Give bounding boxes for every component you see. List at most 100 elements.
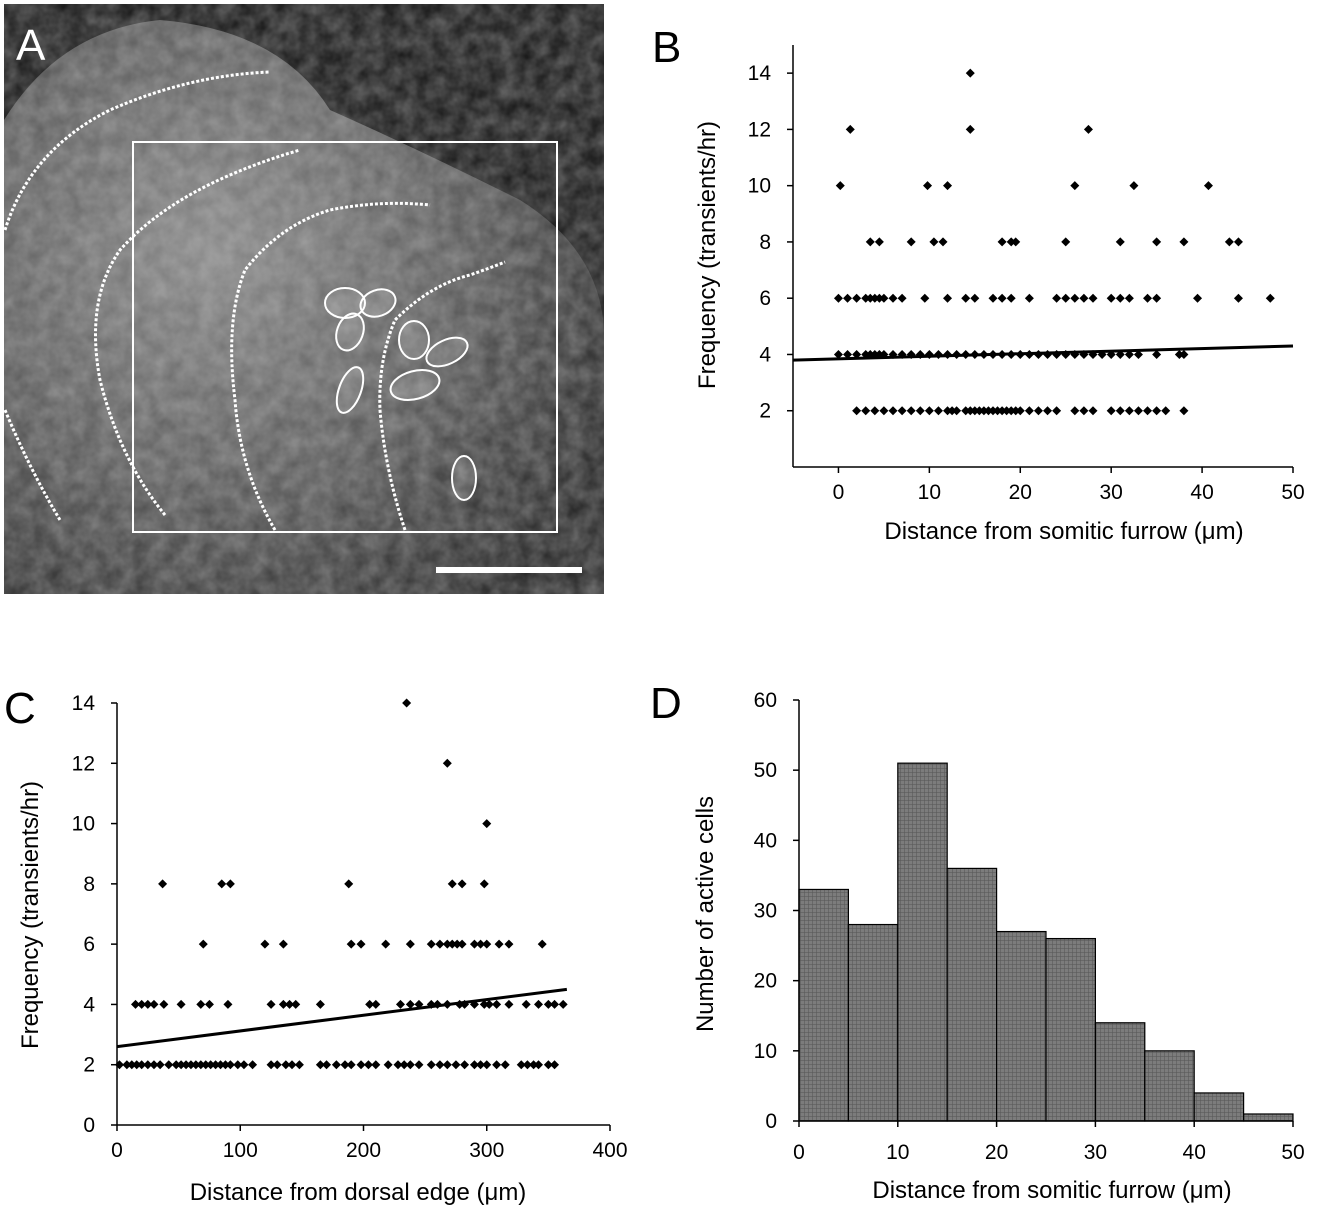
cell-outline (324, 287, 366, 319)
data-point (294, 1060, 304, 1070)
data-point (1179, 406, 1189, 416)
data-point (278, 999, 288, 1009)
data-point (861, 293, 871, 303)
somite-boundary-4 (230, 201, 431, 531)
panel-label-c: C (4, 684, 36, 733)
y-tick-label: 8 (83, 873, 95, 896)
data-point (865, 293, 875, 303)
data-point (442, 939, 452, 949)
panel-label-a: A (16, 21, 46, 70)
data-point (1079, 406, 1089, 416)
cell-outline (425, 336, 469, 368)
data-point (1106, 406, 1116, 416)
data-point (1061, 293, 1071, 303)
data-point (997, 237, 1007, 247)
data-point (469, 1060, 479, 1070)
y-tick-label: 6 (83, 933, 95, 956)
data-point (137, 999, 147, 1009)
y-tick-label: 14 (748, 62, 772, 85)
x-axis-label: Distance from somitic furrow (μm) (884, 518, 1243, 545)
data-point (522, 1060, 532, 1070)
data-point (260, 939, 270, 949)
data-point (127, 1060, 137, 1070)
data-point (1179, 237, 1189, 247)
cell-outline (335, 312, 365, 352)
data-point (1015, 406, 1025, 416)
histogram-bars (798, 762, 1294, 1122)
data-point (537, 939, 547, 949)
data-point (906, 237, 916, 247)
x-tick-label: 30 (1100, 481, 1123, 504)
active-cell-outlines (324, 287, 477, 501)
data-point (114, 1060, 124, 1070)
data-point (201, 1060, 211, 1070)
data-point (965, 406, 975, 416)
data-point (550, 1060, 560, 1070)
cell-outline (389, 369, 441, 401)
data-point (225, 879, 235, 889)
y-tick-label: 30 (754, 900, 777, 923)
x-tick-label: 20 (985, 1141, 1008, 1164)
data-point (1233, 293, 1243, 303)
histogram-bar (1045, 937, 1097, 1122)
x-tick-label: 0 (793, 1141, 805, 1164)
data-point (447, 939, 457, 949)
y-tick-labels: 0 10 20 30 40 50 60 (754, 689, 777, 1133)
data-point (833, 293, 843, 303)
data-point (1070, 181, 1080, 191)
x-tick-label: 40 (1183, 1141, 1206, 1164)
data-point (395, 999, 405, 1009)
cell-outline (398, 320, 430, 360)
data-point (933, 406, 943, 416)
x-tick-labels: 0 10 20 30 40 50 (793, 1141, 1305, 1164)
data-point (356, 1060, 366, 1070)
data-point (1115, 293, 1125, 303)
data-point (426, 939, 436, 949)
y-tick-label: 10 (748, 175, 771, 198)
data-point (993, 406, 1003, 416)
panel-label-b: B (652, 23, 681, 72)
data-point (435, 1060, 445, 1070)
y-tick-label: 12 (748, 118, 771, 141)
data-point (1106, 293, 1116, 303)
data-point (861, 406, 871, 416)
data-point (457, 879, 467, 889)
data-point (983, 406, 993, 416)
data-point (923, 181, 933, 191)
y-tick-label: 14 (72, 692, 96, 715)
data-point (1224, 237, 1234, 247)
data-point (1088, 406, 1098, 416)
data-point (363, 1060, 373, 1070)
data-point (196, 1060, 206, 1070)
data-point (402, 698, 412, 708)
data-point (383, 1060, 393, 1070)
data-point (1083, 124, 1093, 134)
data-point (943, 406, 953, 416)
data-point (155, 1060, 165, 1070)
data-point (1152, 349, 1162, 359)
data-point (291, 999, 301, 1009)
y-tick-label: 4 (83, 993, 95, 1016)
data-point (414, 1060, 424, 1070)
data-point (845, 124, 855, 134)
data-point (371, 999, 381, 1009)
data-point (835, 181, 845, 191)
data-point (149, 999, 159, 1009)
y-tick-label: 40 (754, 829, 777, 852)
data-point (997, 293, 1007, 303)
x-tick-label: 50 (1281, 1141, 1304, 1164)
y-tick-labels: 2 4 6 8 10 12 14 (748, 62, 772, 423)
data-point (132, 1060, 142, 1070)
data-point (356, 939, 366, 949)
data-point (1088, 293, 1098, 303)
y-tick-label: 10 (72, 813, 95, 836)
histogram-bar (1242, 1113, 1294, 1122)
histogram-bar (1193, 1092, 1245, 1122)
y-axis-label: Number of active cells (692, 796, 719, 1032)
y-tick-label: 0 (83, 1114, 95, 1137)
data-point (272, 1060, 282, 1070)
data-point (130, 999, 140, 1009)
data-point (852, 293, 862, 303)
data-point (322, 1060, 332, 1070)
